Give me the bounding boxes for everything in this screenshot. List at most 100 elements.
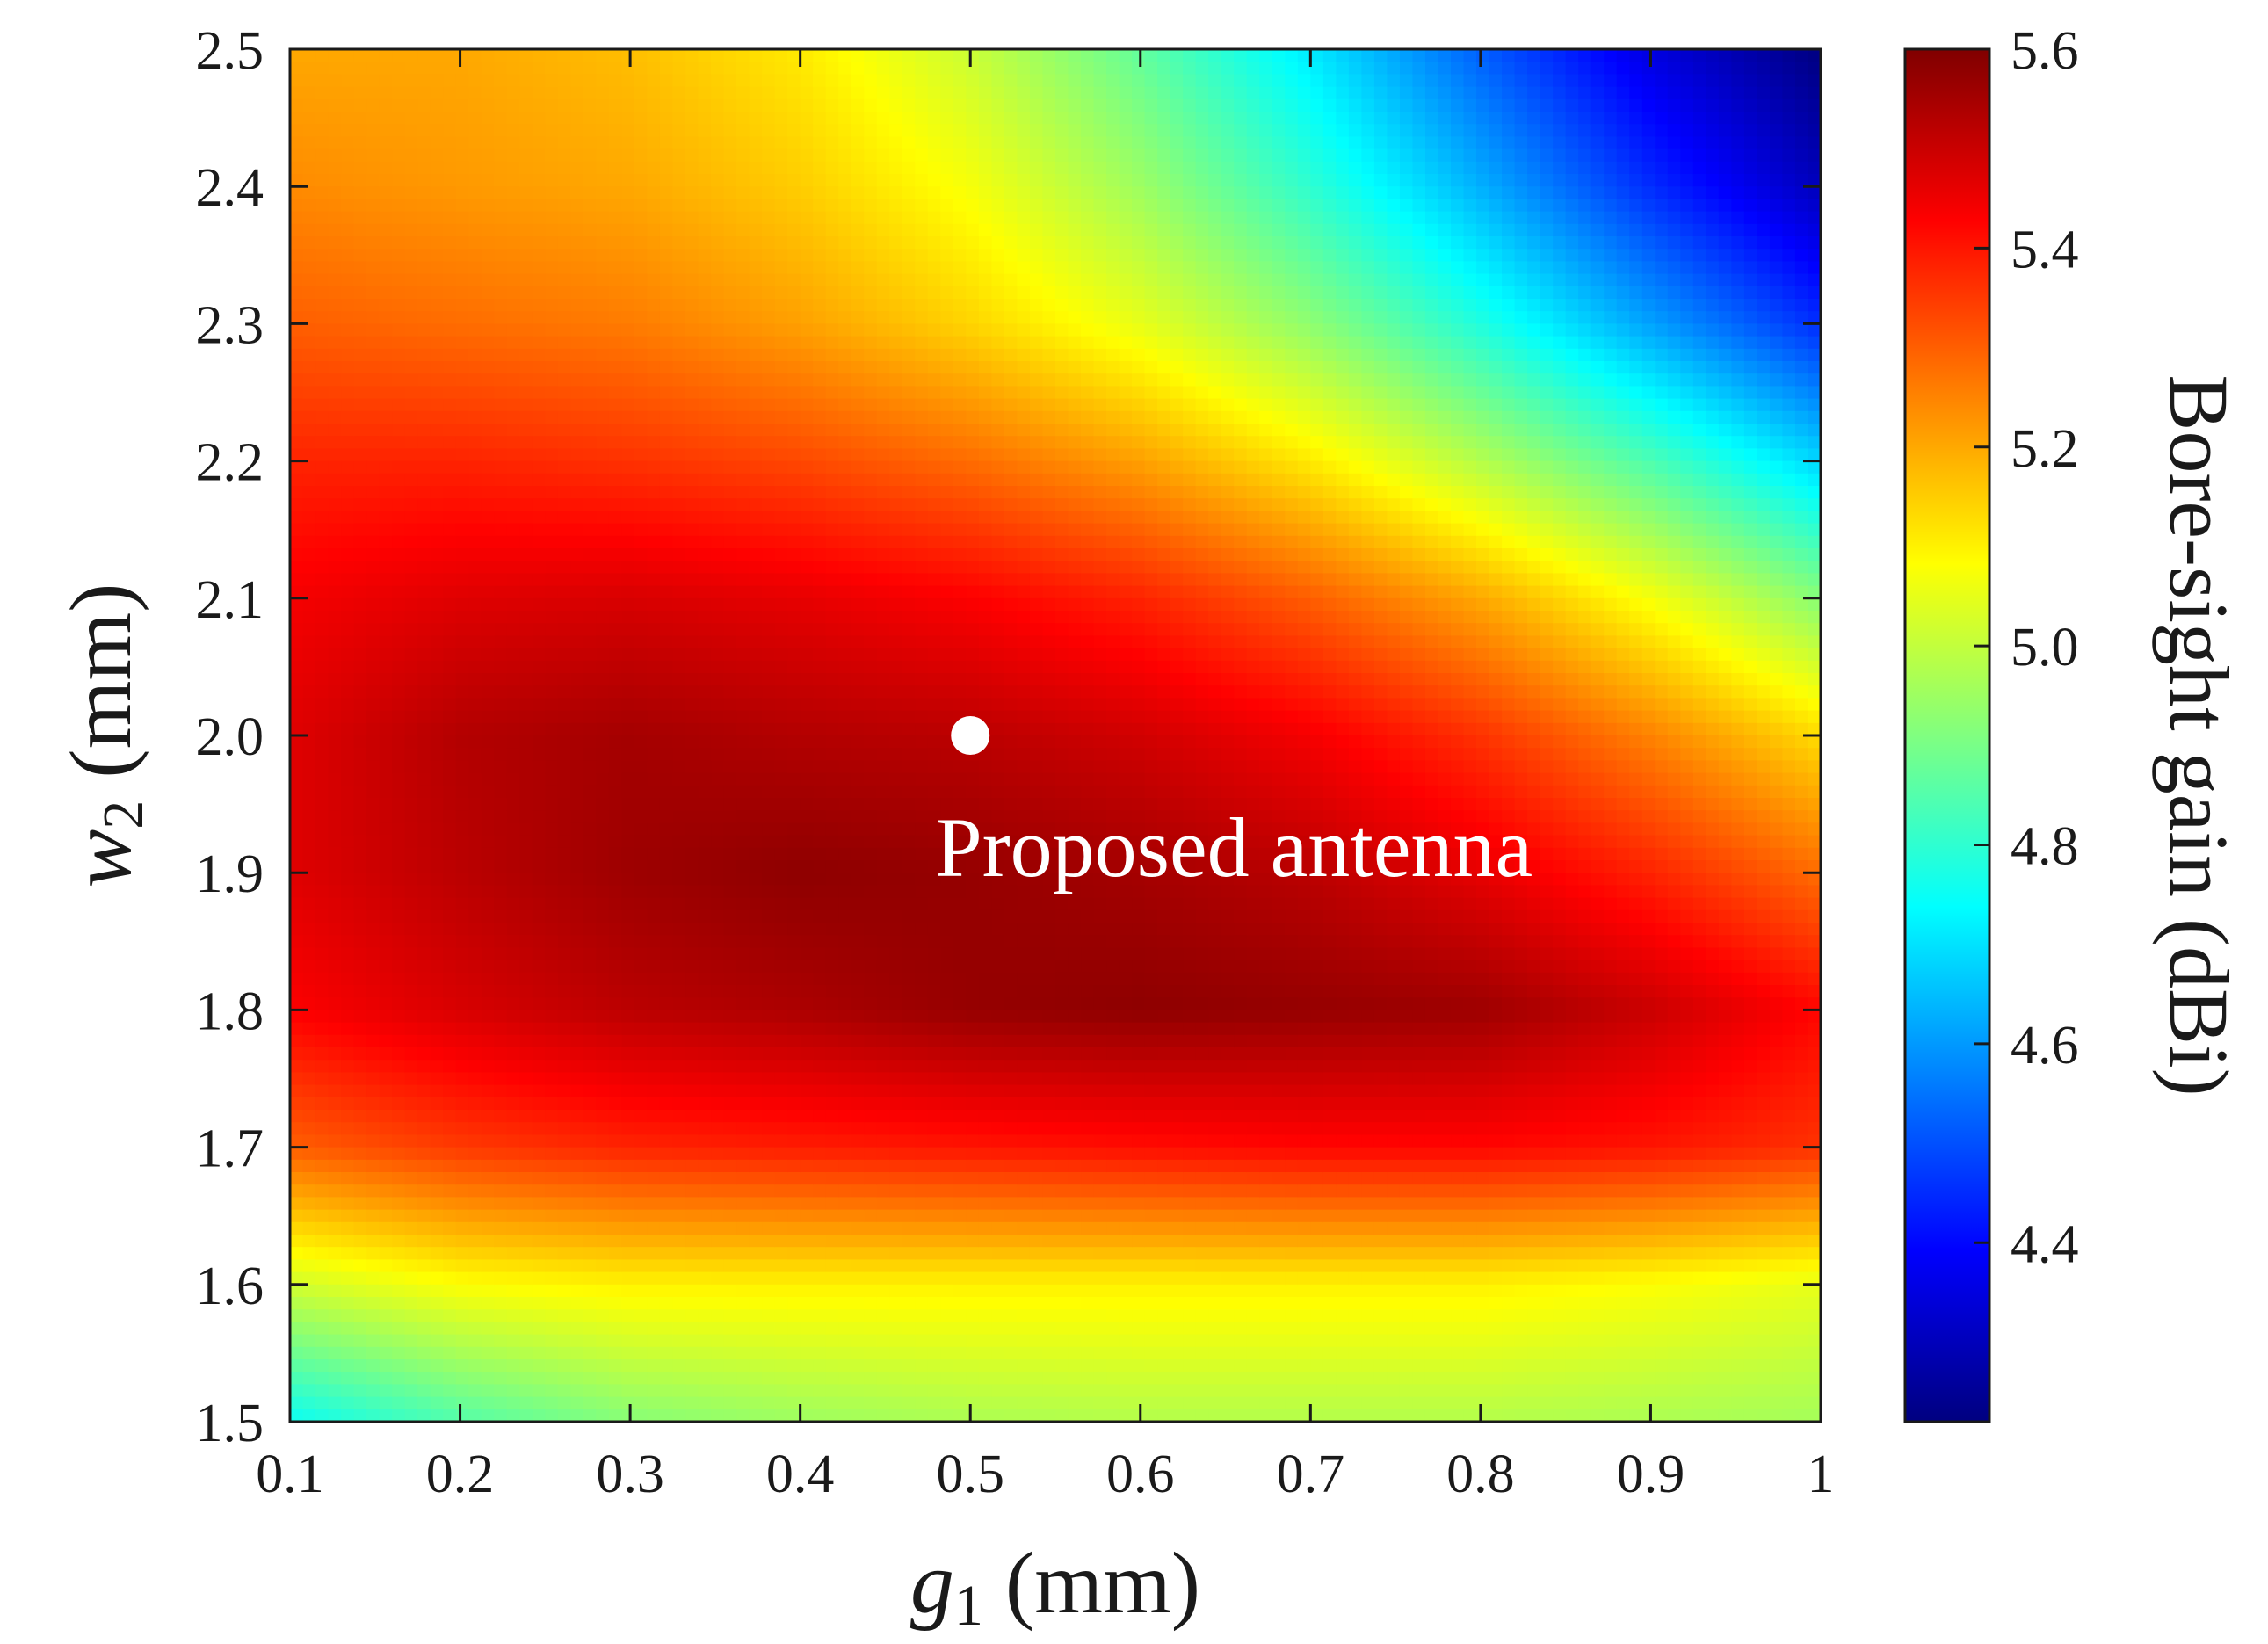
heatmap-cell (596, 635, 609, 648)
heatmap-cell (724, 1210, 737, 1223)
heatmap-cell (329, 461, 342, 474)
heatmap-cell (826, 349, 839, 362)
heatmap-cell (315, 760, 329, 773)
heatmap-cell (533, 224, 546, 237)
heatmap-cell (290, 623, 303, 636)
heatmap-cell (482, 1309, 495, 1322)
heatmap-cell (468, 573, 482, 586)
heatmap-cell (494, 74, 507, 87)
heatmap-cell (711, 136, 724, 149)
heatmap-cell (354, 1097, 367, 1111)
heatmap-cell (826, 474, 839, 487)
heatmap-cell (801, 436, 814, 449)
heatmap-cell (315, 822, 329, 836)
heatmap-cell (801, 236, 814, 250)
heatmap-cell (417, 149, 431, 163)
heatmap-cell (801, 399, 814, 412)
heatmap-cell (685, 361, 699, 374)
heatmap-cell (762, 973, 775, 986)
heatmap-cell (724, 822, 737, 836)
heatmap-cell (621, 1197, 634, 1210)
heatmap-cell (315, 698, 329, 711)
heatmap-cell (660, 1359, 673, 1372)
heatmap-cell (507, 474, 520, 487)
heatmap-cell (673, 186, 686, 199)
heatmap-cell (801, 1097, 814, 1111)
heatmap-cell (417, 349, 431, 362)
heatmap-cell (813, 1035, 826, 1048)
heatmap-cell (519, 1210, 533, 1223)
heatmap-cell (533, 524, 546, 537)
heatmap-cell (545, 1134, 558, 1148)
heatmap-cell (634, 199, 648, 212)
heatmap-cell (851, 486, 865, 499)
heatmap-cell (660, 236, 673, 250)
heatmap-cell (519, 1023, 533, 1036)
heatmap-cell (570, 723, 583, 736)
heatmap-cell (494, 1222, 507, 1235)
heatmap-cell (787, 274, 801, 287)
heatmap-cell (545, 274, 558, 287)
heatmap-cell (533, 1309, 546, 1322)
heatmap-cell (826, 174, 839, 187)
heatmap-cell (380, 1134, 393, 1148)
heatmap-cell (660, 1259, 673, 1272)
heatmap-cell (775, 448, 788, 461)
heatmap-cell (801, 798, 814, 811)
heatmap-cell (775, 99, 788, 112)
heatmap-cell (315, 323, 329, 337)
heatmap-cell (303, 836, 316, 849)
heatmap-cell (354, 486, 367, 499)
heatmap-cell (609, 898, 622, 911)
heatmap-cell (813, 822, 826, 836)
heatmap-cell (417, 1335, 431, 1348)
heatmap-cell (699, 411, 712, 424)
heatmap-cell (366, 1372, 380, 1385)
heatmap-cell (341, 985, 354, 998)
heatmap-cell (647, 461, 660, 474)
heatmap-cell (443, 1060, 456, 1073)
heatmap-cell (456, 573, 469, 586)
heatmap-cell (431, 923, 444, 936)
heatmap-cell (315, 960, 329, 974)
heatmap-cell (596, 1010, 609, 1023)
heatmap-cell (801, 711, 814, 724)
heatmap-cell (443, 62, 456, 75)
heatmap-cell (736, 236, 750, 250)
heatmap-cell (545, 1148, 558, 1161)
heatmap-cell (787, 898, 801, 911)
heatmap-cell (354, 323, 367, 337)
heatmap-cell (736, 711, 750, 724)
heatmap-cell (851, 337, 865, 350)
heatmap-cell (431, 186, 444, 199)
heatmap-cell (634, 822, 648, 836)
heatmap-cell (392, 623, 405, 636)
heatmap-cell (621, 74, 634, 87)
heatmap-cell (801, 1335, 814, 1348)
heatmap-cell (290, 337, 303, 350)
heatmap-cell (380, 1247, 393, 1260)
heatmap-cell (380, 935, 393, 948)
heatmap-cell (647, 773, 660, 786)
heatmap-cell (392, 411, 405, 424)
heatmap-cell (431, 1134, 444, 1148)
heatmap-cell (558, 224, 571, 237)
heatmap-cell (570, 411, 583, 424)
heatmap-cell (366, 62, 380, 75)
heatmap-cell (329, 74, 342, 87)
heatmap-cell (405, 1047, 418, 1061)
heatmap-cell (711, 1210, 724, 1223)
heatmap-cell (329, 685, 342, 699)
heatmap-cell (660, 1285, 673, 1298)
heatmap-cell (533, 299, 546, 312)
heatmap-cell (699, 311, 712, 324)
heatmap-cell (685, 1347, 699, 1360)
heatmap-cell (494, 424, 507, 437)
heatmap-cell (673, 1259, 686, 1272)
heatmap-cell (431, 1184, 444, 1198)
heatmap-cell (813, 498, 826, 511)
heatmap-cell (787, 1023, 801, 1036)
heatmap-cell (392, 62, 405, 75)
heatmap-cell (417, 261, 431, 274)
heatmap-cell (787, 586, 801, 599)
